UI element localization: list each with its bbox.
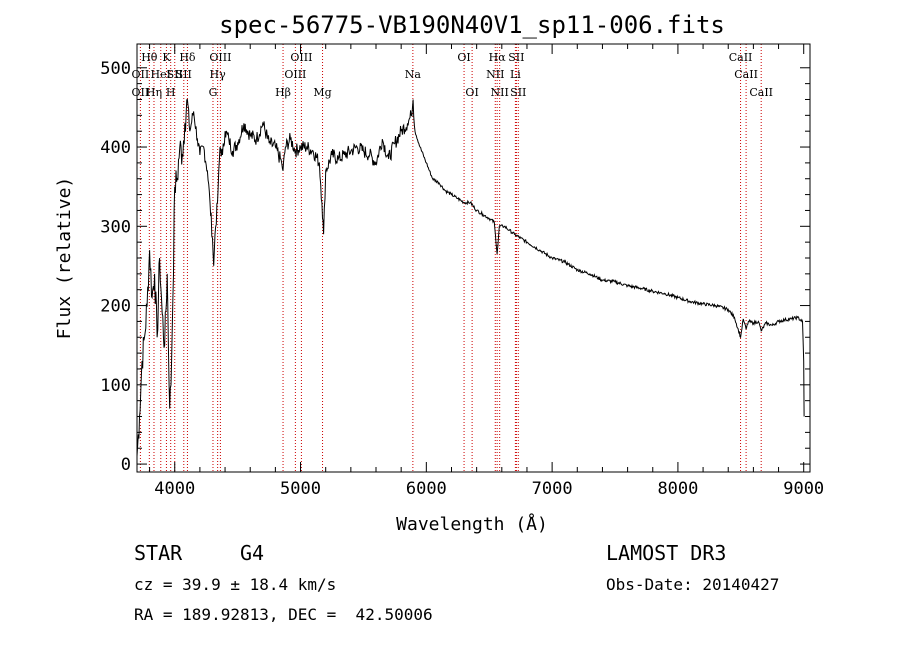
line-marker-label: Hη bbox=[146, 86, 162, 99]
line-marker-label: NII bbox=[486, 68, 504, 81]
line-marker-label: SII bbox=[176, 68, 192, 81]
line-marker-label: SII bbox=[167, 68, 183, 81]
line-marker-label: Hβ bbox=[275, 86, 291, 99]
y-tick-label: 100 bbox=[100, 376, 131, 396]
y-tick-label: 200 bbox=[100, 297, 131, 317]
x-tick-label: 8000 bbox=[657, 479, 698, 499]
y-tick-label: 400 bbox=[100, 138, 131, 158]
line-marker-label: OI bbox=[465, 86, 478, 99]
x-axis-ticks: 4000 5000 6000 7000 8000 9000 bbox=[149, 44, 824, 499]
line-marker-label: OII bbox=[132, 68, 150, 81]
chart-title: spec-56775-VB190N40V1_sp11-006.fits bbox=[219, 11, 725, 39]
y-axis-label: Flux (relative) bbox=[54, 177, 75, 340]
line-marker-label: SII bbox=[508, 51, 524, 64]
obs-date: Obs-Date: 20140427 bbox=[606, 575, 779, 594]
line-marker-label: OIII bbox=[284, 68, 306, 81]
y-tick-label: 0 bbox=[121, 455, 131, 475]
line-marker-label: OIII bbox=[290, 51, 312, 64]
y-axis-ticks: 0 100 200 300 400 500 bbox=[100, 59, 810, 475]
line-marker-label: CaII bbox=[734, 68, 758, 81]
line-marker-label: OII bbox=[132, 86, 150, 99]
line-marker-label: CaII bbox=[749, 86, 773, 99]
x-tick-label: 6000 bbox=[406, 479, 447, 499]
line-marker-label: Na bbox=[405, 68, 422, 81]
line-markers bbox=[139, 44, 762, 472]
x-tick-label: 9000 bbox=[783, 479, 824, 499]
line-marker-label: G bbox=[209, 86, 218, 99]
line-marker-label: SII bbox=[510, 86, 526, 99]
line-marker-label: K bbox=[162, 51, 171, 64]
line-marker-label: Mg bbox=[313, 86, 331, 99]
x-tick-label: 4000 bbox=[154, 479, 195, 499]
x-tick-label: 7000 bbox=[532, 479, 573, 499]
line-marker-label: NII bbox=[491, 86, 509, 99]
x-axis-label: Wavelength (Å) bbox=[396, 513, 548, 535]
line-marker-label: Li bbox=[510, 68, 521, 81]
line-marker-label: Hδ bbox=[179, 51, 196, 64]
x-tick-label: 5000 bbox=[280, 479, 321, 499]
coordinates: RA = 189.92813, DEC = 42.50006 bbox=[134, 605, 433, 624]
line-marker-label: OIII bbox=[209, 51, 231, 64]
class-label: STAR bbox=[134, 541, 183, 565]
y-tick-label: 300 bbox=[100, 217, 131, 237]
line-marker-label: H bbox=[166, 86, 176, 99]
survey-label: LAMOST DR3 bbox=[606, 541, 726, 565]
cz-value: cz = 39.9 ± 18.4 km/s bbox=[134, 575, 336, 594]
y-tick-label: 500 bbox=[100, 59, 131, 79]
line-marker-label: Hθ bbox=[141, 51, 158, 64]
line-marker-label: OI bbox=[457, 51, 470, 64]
line-marker-label: Hα bbox=[489, 51, 507, 64]
line-marker-label: Hγ bbox=[210, 68, 227, 81]
line-marker-label: HeI bbox=[151, 68, 171, 81]
subclass-label: G4 bbox=[240, 541, 264, 565]
line-marker-labels: OIIOIIHθHηHeIKHSIIHδSIIGHγOIIIHβOIIIOIII… bbox=[132, 51, 773, 99]
plot-frame bbox=[136, 43, 811, 473]
line-marker-label: CaII bbox=[729, 51, 753, 64]
spectrum-line bbox=[136, 98, 805, 457]
